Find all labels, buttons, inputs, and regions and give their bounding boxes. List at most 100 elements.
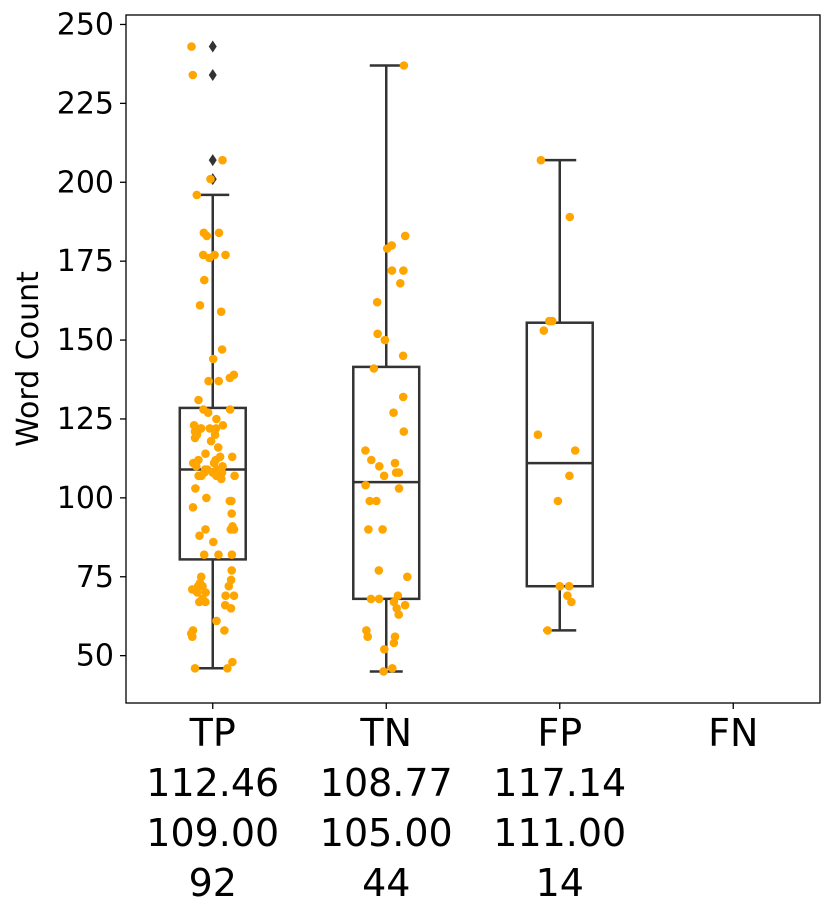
data-point <box>394 484 404 493</box>
data-point <box>555 581 565 591</box>
data-point <box>389 408 398 418</box>
data-point <box>389 597 399 607</box>
data-point <box>367 455 376 465</box>
data-point <box>399 427 409 436</box>
y-tick-label: 125 <box>57 402 114 437</box>
data-point <box>374 566 384 575</box>
data-point <box>400 600 410 610</box>
y-tick-label: 250 <box>57 7 114 42</box>
data-point <box>362 626 371 635</box>
data-point <box>187 42 196 51</box>
x-tick-label: FN <box>708 711 758 755</box>
x-tick-label: TP <box>189 711 236 755</box>
data-point <box>387 266 397 275</box>
data-point <box>379 471 389 481</box>
box-group-fp <box>525 158 594 632</box>
data-point <box>567 597 576 607</box>
outlier-marker <box>208 40 217 53</box>
data-point <box>536 155 546 165</box>
data-point <box>378 525 387 534</box>
data-point <box>374 594 384 604</box>
data-point <box>214 550 223 559</box>
data-point <box>403 572 412 582</box>
data-point <box>215 452 225 462</box>
count-label: 44 <box>362 861 410 900</box>
data-point <box>194 395 203 405</box>
data-point <box>400 231 410 241</box>
data-point <box>216 307 226 317</box>
data-point <box>564 581 574 591</box>
data-point <box>225 496 235 506</box>
count-label: 92 <box>189 861 237 900</box>
data-point <box>361 480 370 490</box>
data-point <box>399 61 409 70</box>
box-group-tn <box>352 64 421 673</box>
data-point <box>369 364 379 373</box>
data-point <box>206 436 216 446</box>
outlier-marker <box>208 68 217 81</box>
data-point <box>201 449 210 459</box>
data-point <box>539 326 549 335</box>
data-point <box>196 572 206 582</box>
data-point <box>188 70 198 80</box>
data-point <box>553 496 563 506</box>
data-point <box>205 424 215 433</box>
mean-label: 108.77 <box>320 761 453 805</box>
data-point <box>373 329 382 339</box>
y-axis-title: Word Count <box>11 271 46 447</box>
outlier-marker <box>208 154 217 167</box>
data-point <box>399 266 408 275</box>
data-point <box>229 591 239 600</box>
data-point <box>200 465 210 474</box>
data-point <box>218 462 227 471</box>
data-point <box>204 376 213 386</box>
y-axis: 50 75 100 125 150 175 200 225 250 <box>57 7 126 674</box>
data-point <box>388 664 397 673</box>
data-point <box>379 667 388 676</box>
data-point <box>218 421 228 430</box>
y-tick-label: 75 <box>76 560 114 595</box>
data-point <box>190 664 200 673</box>
data-point <box>213 443 223 452</box>
data-point <box>194 455 203 465</box>
data-point <box>398 351 408 361</box>
data-point <box>188 503 198 512</box>
data-point <box>533 430 543 440</box>
data-point <box>221 250 230 260</box>
data-point <box>563 591 572 600</box>
data-point <box>199 405 208 414</box>
data-point <box>212 616 221 626</box>
data-point <box>210 250 219 260</box>
data-point <box>214 228 224 238</box>
data-point <box>393 591 403 600</box>
y-tick-label: 150 <box>57 323 114 358</box>
data-point <box>380 645 389 654</box>
data-point <box>189 421 199 430</box>
data-point <box>218 155 227 165</box>
data-point <box>220 600 230 610</box>
data-point <box>229 370 239 380</box>
data-point <box>570 446 580 455</box>
data-point <box>210 430 220 440</box>
data-point <box>380 335 390 345</box>
data-point <box>227 566 236 575</box>
data-point <box>391 468 401 477</box>
data-point <box>221 591 230 600</box>
data-point <box>196 424 206 433</box>
data-point <box>212 414 221 424</box>
plot-frame <box>125 14 821 704</box>
data-point <box>565 471 574 481</box>
data-point <box>390 458 400 468</box>
median-label: 111.00 <box>493 811 626 855</box>
data-point <box>366 594 376 604</box>
data-point <box>188 626 198 635</box>
data-point <box>226 575 236 585</box>
data-point <box>390 632 400 641</box>
y-tick-label: 100 <box>57 481 114 516</box>
iqr-box <box>525 321 594 588</box>
data-point <box>208 354 218 364</box>
data-point <box>199 228 209 238</box>
x-tick-label: TN <box>359 711 412 755</box>
data-point <box>195 301 205 310</box>
